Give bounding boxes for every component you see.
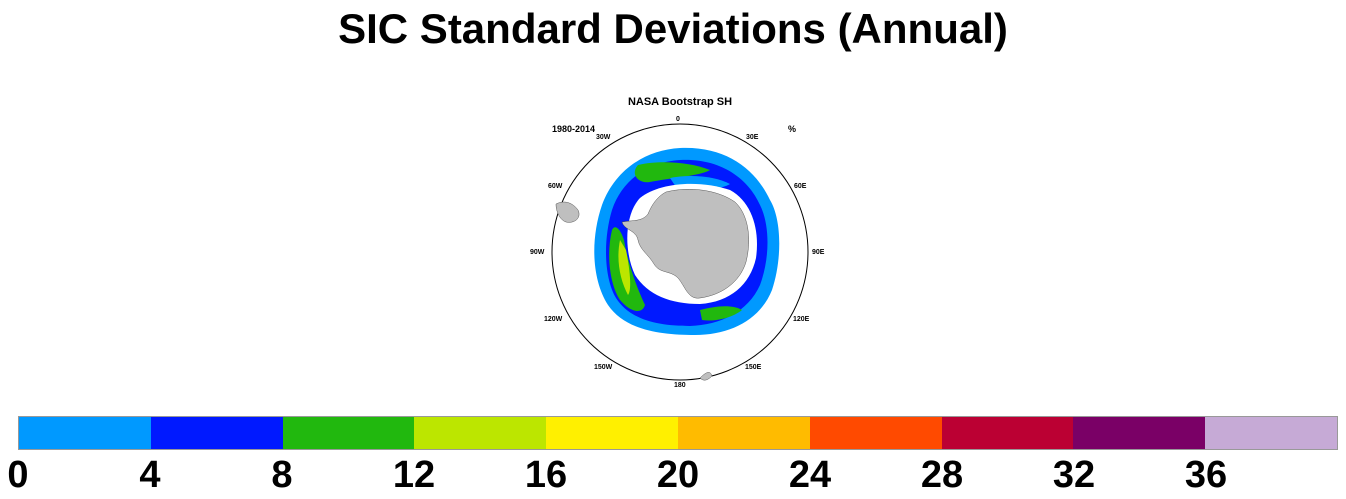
lon-label-150w: 150W: [594, 364, 613, 371]
colorbar-segment-2: [282, 417, 415, 449]
colorbar-tick-label: 12: [392, 454, 436, 496]
lon-label-0: 0: [676, 116, 680, 123]
colorbar-segment-4: [546, 417, 678, 449]
colorbar-tick-label: 8: [271, 454, 293, 496]
lon-label-90w: 90W: [530, 249, 545, 256]
lon-label-120e: 120E: [793, 316, 810, 323]
colorbar-tick-label: 20: [656, 454, 700, 496]
colorbar-segment-3: [414, 417, 547, 449]
map-subtitle: NASA Bootstrap SH: [627, 96, 733, 108]
colorbar-segment-1: [150, 417, 283, 449]
page-title: SIC Standard Deviations (Annual): [338, 5, 1008, 52]
units-label: %: [788, 124, 797, 134]
polar-map: NASA Bootstrap SH 1980-2014 % 0 30E 60E …: [520, 90, 840, 390]
colorbar-segment-9: [1205, 417, 1337, 449]
ice-band-8-12-b: [634, 162, 710, 183]
lon-label-90e: 90E: [812, 249, 825, 256]
colorbar-segment-8: [1073, 417, 1206, 449]
new-zealand: [699, 372, 713, 381]
ice-band-8-12-c: [700, 306, 742, 321]
lon-label-120w: 120W: [544, 316, 563, 323]
colorbar-tick-label: 4: [139, 454, 161, 496]
lon-label-180: 180: [674, 382, 686, 389]
antarctica-landmass: [621, 189, 749, 299]
colorbar-segment-5: [677, 417, 810, 449]
map-svg: [551, 123, 809, 381]
lon-label-60e: 60E: [794, 183, 807, 190]
ice-band-12-16: [618, 240, 631, 295]
lon-label-30w: 30W: [596, 134, 611, 141]
colorbar-tick-label: 0: [7, 454, 29, 496]
colorbar-tick-label: 32: [1052, 454, 1096, 496]
lon-label-150e: 150E: [745, 364, 762, 371]
period-label: 1980-2014: [552, 124, 596, 134]
colorbar-tick-label: 16: [524, 454, 568, 496]
south-america-tip: [555, 201, 580, 223]
colorbar-tick-label: 24: [788, 454, 832, 496]
colorbar-tick-label: 36: [1184, 454, 1228, 496]
colorbar-segment-6: [809, 417, 942, 449]
lon-label-60w: 60W: [548, 183, 563, 190]
colorbar-tick-label: 28: [920, 454, 964, 496]
colorbar: [18, 416, 1338, 450]
lon-label-30e: 30E: [746, 134, 759, 141]
colorbar-segment-0: [19, 417, 151, 449]
colorbar-segment-7: [941, 417, 1074, 449]
